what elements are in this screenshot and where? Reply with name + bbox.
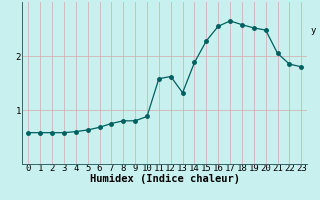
Y-axis label: y: y xyxy=(310,26,316,35)
X-axis label: Humidex (Indice chaleur): Humidex (Indice chaleur) xyxy=(90,174,240,184)
